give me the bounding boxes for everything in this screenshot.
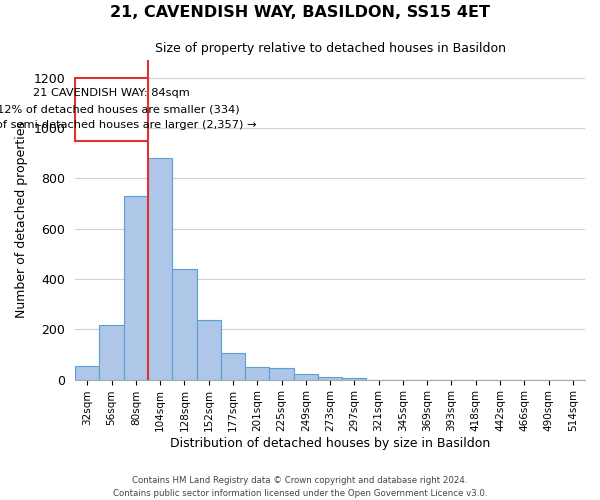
Title: Size of property relative to detached houses in Basildon: Size of property relative to detached ho…: [155, 42, 506, 54]
Text: Contains HM Land Registry data © Crown copyright and database right 2024.
Contai: Contains HM Land Registry data © Crown c…: [113, 476, 487, 498]
Bar: [172, 269, 197, 380]
Bar: [197, 320, 221, 380]
Bar: [75, 366, 100, 380]
Bar: [100, 326, 124, 380]
Bar: [293, 374, 318, 380]
X-axis label: Distribution of detached houses by size in Basildon: Distribution of detached houses by size …: [170, 437, 490, 450]
Bar: [148, 158, 172, 380]
Bar: [245, 367, 269, 380]
Text: 21, CAVENDISH WAY, BASILDON, SS15 4ET: 21, CAVENDISH WAY, BASILDON, SS15 4ET: [110, 5, 490, 20]
Bar: [221, 353, 245, 380]
Text: 21 CAVENDISH WAY: 84sqm
← 12% of detached houses are smaller (334)
87% of semi-d: 21 CAVENDISH WAY: 84sqm ← 12% of detache…: [0, 88, 256, 130]
Bar: [342, 378, 367, 380]
Bar: [124, 196, 148, 380]
Y-axis label: Number of detached properties: Number of detached properties: [15, 122, 28, 318]
Bar: [269, 368, 293, 380]
Bar: [318, 376, 342, 380]
